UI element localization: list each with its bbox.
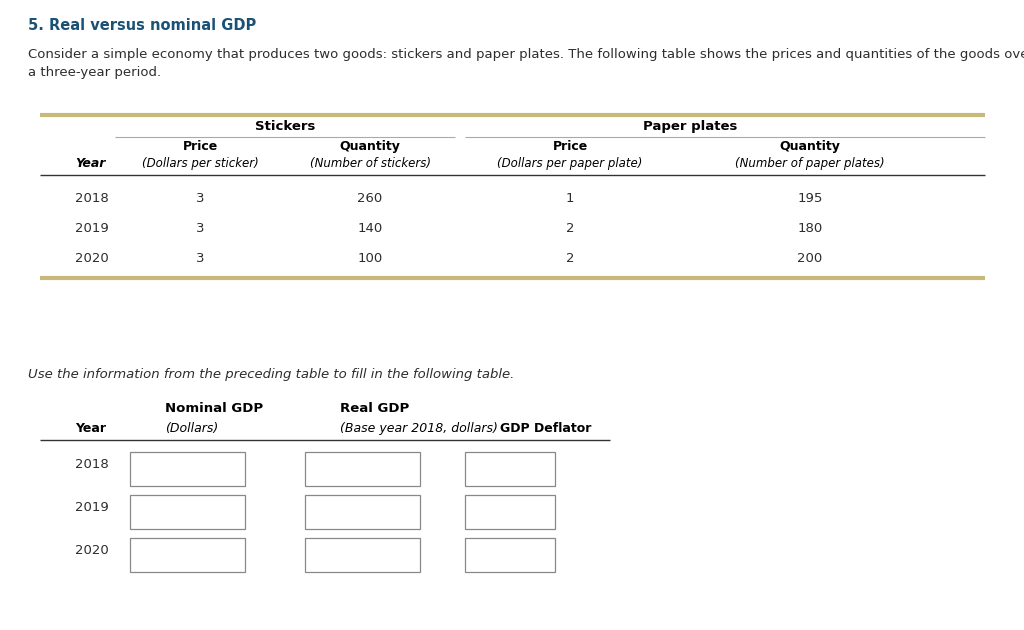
Bar [130, 452, 245, 486]
Text: 2018: 2018 [75, 458, 109, 471]
Bar [305, 495, 420, 529]
Text: 2020: 2020 [75, 252, 109, 265]
Text: 100: 100 [357, 252, 383, 265]
Text: (Dollars): (Dollars) [165, 422, 218, 435]
Text: 200: 200 [798, 252, 822, 265]
Text: 1: 1 [565, 192, 574, 205]
Text: (Number of stickers): (Number of stickers) [309, 157, 430, 170]
Text: (Dollars per sticker): (Dollars per sticker) [141, 157, 258, 170]
Bar [305, 452, 420, 486]
Text: 3: 3 [196, 192, 204, 205]
Text: 260: 260 [357, 192, 383, 205]
Text: (Number of paper plates): (Number of paper plates) [735, 157, 885, 170]
Text: 195: 195 [798, 192, 822, 205]
Text: Use the information from the preceding table to fill in the following table.: Use the information from the preceding t… [28, 368, 514, 381]
Bar [465, 538, 555, 572]
Text: Quantity: Quantity [779, 140, 841, 153]
Text: Nominal GDP: Nominal GDP [165, 402, 263, 415]
Text: 180: 180 [798, 222, 822, 235]
Text: GDP Deflator: GDP Deflator [500, 422, 592, 435]
Text: (Dollars per paper plate): (Dollars per paper plate) [498, 157, 643, 170]
Text: Price: Price [182, 140, 218, 153]
Bar [130, 495, 245, 529]
Text: Consider a simple economy that produces two goods: stickers and paper plates. Th: Consider a simple economy that produces … [28, 48, 1024, 61]
Text: Year: Year [75, 157, 105, 170]
Text: a three-year period.: a three-year period. [28, 66, 161, 79]
Text: Real GDP: Real GDP [340, 402, 410, 415]
Text: 140: 140 [357, 222, 383, 235]
Text: Year: Year [75, 422, 106, 435]
Text: 3: 3 [196, 252, 204, 265]
Bar [305, 538, 420, 572]
Text: 5. Real versus nominal GDP: 5. Real versus nominal GDP [28, 18, 256, 33]
Text: Price: Price [552, 140, 588, 153]
Bar [465, 452, 555, 486]
Text: 2018: 2018 [75, 192, 109, 205]
Text: 2: 2 [565, 252, 574, 265]
Text: (Base year 2018, dollars): (Base year 2018, dollars) [340, 422, 498, 435]
Text: Stickers: Stickers [255, 120, 315, 133]
Text: Paper plates: Paper plates [643, 120, 737, 133]
Bar [130, 538, 245, 572]
Text: 2019: 2019 [75, 222, 109, 235]
Text: 3: 3 [196, 222, 204, 235]
Text: 2019: 2019 [75, 501, 109, 514]
Bar [465, 495, 555, 529]
Text: 2: 2 [565, 222, 574, 235]
Text: 2020: 2020 [75, 544, 109, 557]
Text: Quantity: Quantity [340, 140, 400, 153]
